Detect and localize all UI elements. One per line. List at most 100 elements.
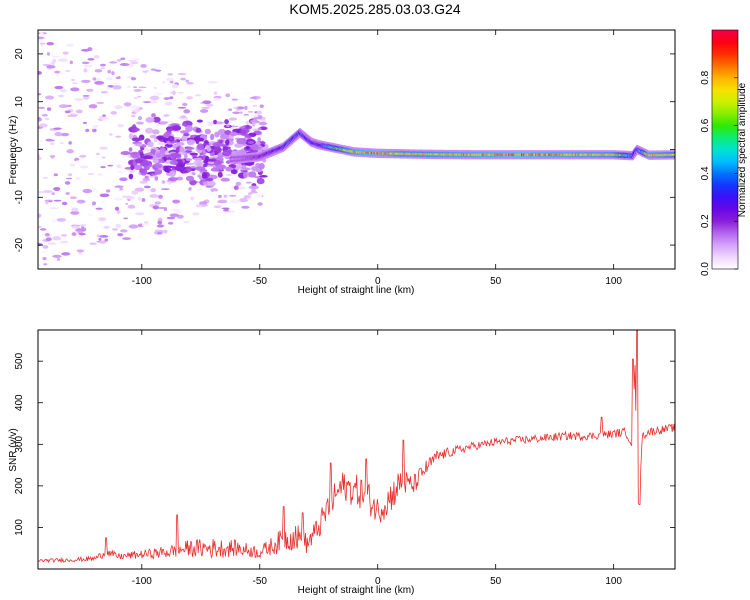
cluster-blob	[185, 146, 195, 150]
noise-speckle	[86, 213, 94, 216]
chart-title: KOM5.2025.285.03.03.G24	[289, 1, 460, 17]
x-tick-label: 100	[605, 576, 622, 587]
noise-speckle	[130, 61, 139, 64]
noise-speckle	[109, 74, 119, 78]
cluster-blob	[202, 181, 209, 186]
noise-speckle	[139, 180, 148, 184]
noise-speckle	[75, 109, 83, 114]
cluster-blob	[152, 158, 159, 163]
noise-speckle	[53, 173, 59, 177]
noise-speckle	[231, 98, 239, 101]
noise-speckle	[180, 77, 186, 81]
cluster-blob	[222, 149, 232, 157]
noise-speckle	[137, 235, 144, 239]
noise-speckle	[108, 133, 113, 136]
noise-speckle	[38, 143, 41, 146]
noise-speckle	[53, 199, 62, 202]
noise-speckle	[45, 200, 49, 205]
noise-speckle	[131, 114, 136, 118]
noise-speckle	[60, 132, 70, 137]
noise-speckle	[120, 150, 131, 156]
noise-speckle	[43, 190, 53, 193]
snr-plot-area	[38, 330, 675, 564]
x-tick-label: 50	[490, 576, 502, 587]
noise-speckle	[66, 149, 74, 154]
cluster-blob	[181, 135, 190, 139]
noise-speckle	[99, 234, 109, 238]
noise-speckle	[244, 105, 248, 111]
cluster-blob	[251, 121, 256, 127]
cluster-blob	[204, 128, 211, 135]
noise-speckle	[261, 119, 266, 122]
y-tick-label: 500	[14, 352, 25, 369]
cluster-blob	[195, 127, 202, 133]
noise-speckle	[138, 86, 147, 89]
noise-speckle	[96, 152, 100, 156]
noise-speckle	[120, 57, 126, 61]
noise-speckle	[38, 225, 42, 228]
noise-speckle	[121, 195, 132, 198]
noise-speckle	[127, 110, 132, 115]
colorbar-ticks: 0.0 0.2 0.4 0.6 0.8	[700, 70, 738, 276]
noise-speckle	[111, 228, 119, 231]
noise-speckle	[133, 86, 138, 88]
noise-speckle	[122, 237, 132, 240]
noise-speckle	[202, 100, 212, 104]
noise-speckle	[161, 180, 166, 184]
cluster-blob	[185, 175, 195, 182]
noise-speckle	[71, 225, 81, 229]
noise-speckle	[92, 187, 96, 191]
noise-speckle	[130, 105, 140, 110]
noise-speckle	[45, 237, 52, 242]
spectrogram-blobs	[38, 32, 675, 266]
cluster-blob	[214, 131, 220, 138]
cluster-blob	[212, 142, 221, 147]
noise-speckle	[105, 189, 111, 193]
noise-speckle	[50, 61, 56, 66]
noise-speckle	[225, 174, 233, 176]
noise-speckle	[104, 121, 113, 124]
noise-speckle	[170, 91, 177, 95]
cluster-blob	[144, 127, 154, 134]
noise-speckle	[169, 80, 174, 84]
cluster-blob	[243, 171, 248, 179]
cluster-blob	[225, 139, 230, 146]
noise-speckle	[249, 97, 257, 99]
noise-speckle	[94, 69, 103, 73]
noise-speckle	[110, 82, 121, 85]
cluster-blob	[248, 185, 259, 190]
cluster-blob	[195, 138, 200, 145]
noise-speckle	[254, 193, 263, 198]
noise-speckle	[220, 177, 230, 182]
noise-speckle	[171, 83, 179, 89]
noise-speckle	[177, 106, 187, 109]
cluster-blob	[163, 165, 174, 169]
cluster-blob	[192, 157, 203, 161]
noise-speckle	[38, 213, 42, 218]
noise-speckle	[156, 224, 164, 228]
noise-speckle	[114, 105, 123, 110]
noise-speckle	[52, 236, 62, 241]
snr-y-label: SNR (v/v)	[8, 428, 19, 471]
noise-speckle	[157, 220, 163, 225]
noise-speckle	[64, 110, 71, 114]
cluster-blob	[170, 152, 181, 158]
noise-speckle	[157, 142, 167, 145]
noise-speckle	[114, 198, 120, 201]
noise-speckle	[153, 86, 158, 90]
noise-speckle	[102, 114, 106, 117]
noise-speckle	[53, 186, 61, 192]
noise-speckle	[213, 191, 217, 195]
noise-speckle	[89, 242, 97, 245]
spectrogram-x-label: Height of straight line (km)	[298, 285, 415, 296]
noise-speckle	[98, 237, 102, 241]
noise-speckle	[87, 47, 93, 52]
noise-speckle	[75, 177, 81, 180]
cluster-blob	[219, 133, 230, 140]
noise-speckle	[79, 154, 87, 158]
noise-speckle	[88, 104, 98, 109]
noise-speckle	[235, 108, 242, 111]
noise-speckle	[39, 140, 43, 143]
noise-speckle	[47, 242, 57, 246]
noise-speckle	[42, 176, 48, 179]
